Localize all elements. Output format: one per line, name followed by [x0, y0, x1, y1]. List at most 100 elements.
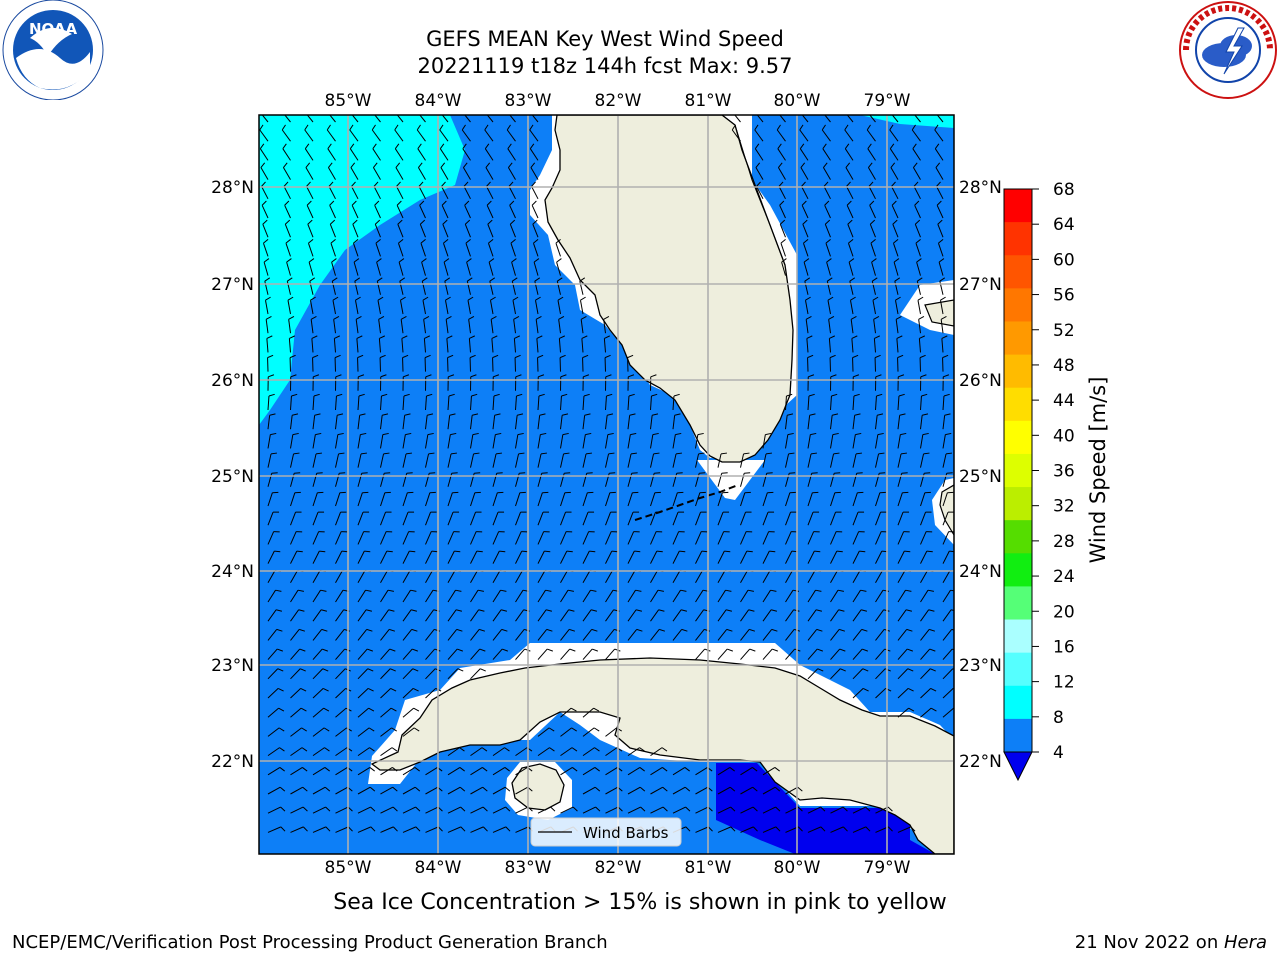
- wind-barb: [513, 338, 516, 353]
- wind-barb: [672, 511, 679, 526]
- wind-barb: [762, 826, 777, 833]
- wind-barb: [740, 492, 746, 507]
- colorbar-segment: [1004, 189, 1032, 223]
- wind-barb: [352, 224, 359, 238]
- wind-barb-flag: [410, 609, 418, 612]
- wind-barb: [267, 609, 277, 622]
- wind-barb: [889, 129, 899, 142]
- wind-barb: [822, 148, 831, 161]
- wind-barb-flag: [500, 589, 507, 592]
- wind-barb-flag: [919, 354, 926, 359]
- wind-barb: [920, 668, 931, 680]
- wind-barb: [934, 148, 944, 161]
- wind-barb: [376, 262, 381, 276]
- wind-barb-flag: [808, 393, 815, 397]
- wind-barb: [942, 531, 950, 545]
- wind-barb: [605, 806, 619, 814]
- wind-barb: [824, 224, 831, 238]
- wind-barb-flag: [871, 258, 877, 263]
- wind-barb: [312, 511, 319, 526]
- wind-barb-flag: [824, 200, 830, 206]
- wind-barb-flag: [800, 162, 806, 168]
- wind-barb-flag: [324, 747, 330, 752]
- wind-barb-flag: [457, 668, 464, 672]
- wind-barb: [492, 511, 499, 526]
- wind-barb: [785, 511, 791, 526]
- wind-barb-flag: [529, 124, 534, 131]
- wind-barb: [267, 766, 281, 776]
- wind-barb-flag: [781, 258, 787, 263]
- wind-barb: [849, 300, 854, 315]
- wind-barb: [312, 747, 325, 757]
- wind-barb: [891, 205, 899, 219]
- wind-barb-flag: [929, 628, 936, 632]
- wind-barb-flag: [369, 747, 375, 752]
- wind-barb: [470, 492, 476, 507]
- wind-barb: [470, 648, 481, 660]
- wind-barb-flag: [390, 707, 397, 712]
- wind-barb: [605, 589, 614, 603]
- wind-barb-flag: [935, 162, 941, 168]
- wind-barb: [372, 167, 381, 180]
- wind-barb: [402, 826, 417, 833]
- wind-barb-flag: [403, 393, 410, 397]
- wind-barb: [402, 668, 414, 680]
- wind-barb-flag: [769, 550, 776, 553]
- wind-barb-flag: [383, 452, 390, 455]
- wind-barb-flag: [484, 106, 487, 111]
- wind-barb: [288, 319, 291, 334]
- wind-barb-flag: [399, 277, 406, 282]
- wind-barb-flag: [894, 277, 901, 282]
- wind-barb: [335, 609, 345, 622]
- wind-barb-flag: [464, 200, 470, 206]
- wind-barb: [425, 648, 436, 660]
- wind-barb: [942, 395, 945, 411]
- wind-barb-flag: [708, 826, 713, 832]
- wind-barb: [509, 224, 516, 238]
- lon-label: 83°W: [505, 858, 552, 878]
- wind-barb-flag: [840, 668, 846, 672]
- wind-barb-flag: [786, 393, 793, 397]
- wind-barb: [402, 550, 410, 564]
- wind-barb: [781, 262, 786, 276]
- wind-barb: [826, 262, 831, 276]
- wind-barb: [603, 319, 606, 334]
- wind-barb: [486, 115, 494, 123]
- wind-barb-flag: [328, 181, 334, 187]
- wind-barb: [560, 550, 568, 564]
- wind-barb: [560, 648, 571, 660]
- wind-barb-flag: [398, 258, 405, 263]
- wind-barb: [918, 338, 921, 353]
- wind-barb: [492, 550, 500, 564]
- wind-barb-flag: [352, 219, 358, 225]
- wind-barb-flag: [937, 219, 943, 225]
- wind-barb: [447, 415, 451, 430]
- wind-barb: [461, 129, 471, 142]
- wind-barb: [844, 129, 854, 142]
- wind-barb-flag: [403, 374, 410, 378]
- wind-barb-flag: [679, 550, 686, 553]
- wind-barb: [447, 747, 460, 757]
- colorbar-segment: [1004, 354, 1032, 389]
- wind-barb-flag: [651, 393, 658, 397]
- wind-barb: [515, 492, 521, 507]
- wind-barb: [357, 648, 368, 660]
- wind-barb: [807, 550, 815, 564]
- wind-barb: [605, 511, 611, 526]
- wind-barb: [560, 589, 569, 603]
- wind-barb-flag: [473, 452, 480, 455]
- wind-barb-flag: [425, 374, 432, 378]
- wind-barb: [871, 262, 876, 276]
- wind-barb: [560, 766, 573, 776]
- wind-barb-flag: [282, 106, 285, 111]
- wind-barb-flag: [424, 354, 431, 359]
- wind-barb: [852, 492, 858, 507]
- wind-barb-flag: [395, 162, 401, 168]
- wind-barb-flag: [444, 277, 451, 282]
- wind-barb-flag: [614, 628, 621, 632]
- wind-barb-flag: [908, 707, 915, 712]
- wind-barb: [605, 453, 610, 468]
- wind-barb-flag: [595, 806, 601, 812]
- land-isla-de-la-juventud: [511, 763, 565, 811]
- wind-barb-flag: [488, 258, 495, 263]
